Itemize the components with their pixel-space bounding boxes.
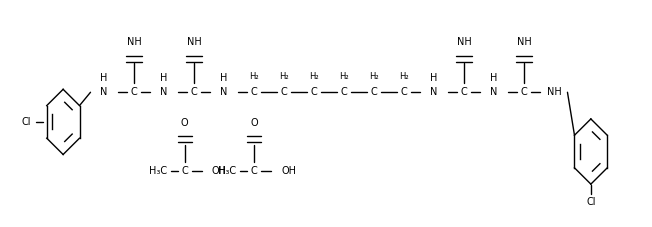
Text: OH: OH [211, 166, 226, 176]
Text: H₂: H₂ [369, 72, 379, 81]
Text: O: O [250, 118, 258, 128]
Text: C: C [130, 87, 138, 97]
Text: NH: NH [546, 87, 561, 97]
Text: C: C [190, 87, 198, 97]
Text: H: H [160, 73, 168, 84]
Text: C: C [280, 87, 288, 97]
Text: NH: NH [516, 37, 531, 47]
Text: NH: NH [126, 37, 141, 47]
Text: H₂: H₂ [309, 72, 319, 81]
Text: H: H [100, 73, 108, 84]
Text: N: N [220, 87, 228, 97]
Text: NH: NH [186, 37, 201, 47]
Text: N: N [160, 87, 168, 97]
Text: C: C [400, 87, 408, 97]
Text: H₃C: H₃C [149, 166, 167, 176]
Text: Cl: Cl [22, 117, 31, 127]
Text: NH: NH [456, 37, 471, 47]
Text: C: C [370, 87, 378, 97]
Text: H: H [490, 73, 497, 84]
Text: H₂: H₂ [339, 72, 349, 81]
Text: C: C [250, 87, 258, 97]
Text: Cl: Cl [586, 197, 596, 207]
Text: OH: OH [281, 166, 296, 176]
Text: C: C [181, 166, 188, 176]
Text: C: C [340, 87, 348, 97]
Text: C: C [310, 87, 318, 97]
Text: O: O [181, 118, 188, 128]
Text: H₂: H₂ [249, 72, 259, 81]
Text: H: H [430, 73, 437, 84]
Text: N: N [490, 87, 497, 97]
Text: H₂: H₂ [399, 72, 409, 81]
Text: C: C [521, 87, 527, 97]
Text: H: H [220, 73, 228, 84]
Text: H₂: H₂ [279, 72, 289, 81]
Text: C: C [460, 87, 467, 97]
Text: H₃C: H₃C [218, 166, 237, 176]
Text: N: N [100, 87, 108, 97]
Text: N: N [430, 87, 437, 97]
Text: C: C [251, 166, 258, 176]
